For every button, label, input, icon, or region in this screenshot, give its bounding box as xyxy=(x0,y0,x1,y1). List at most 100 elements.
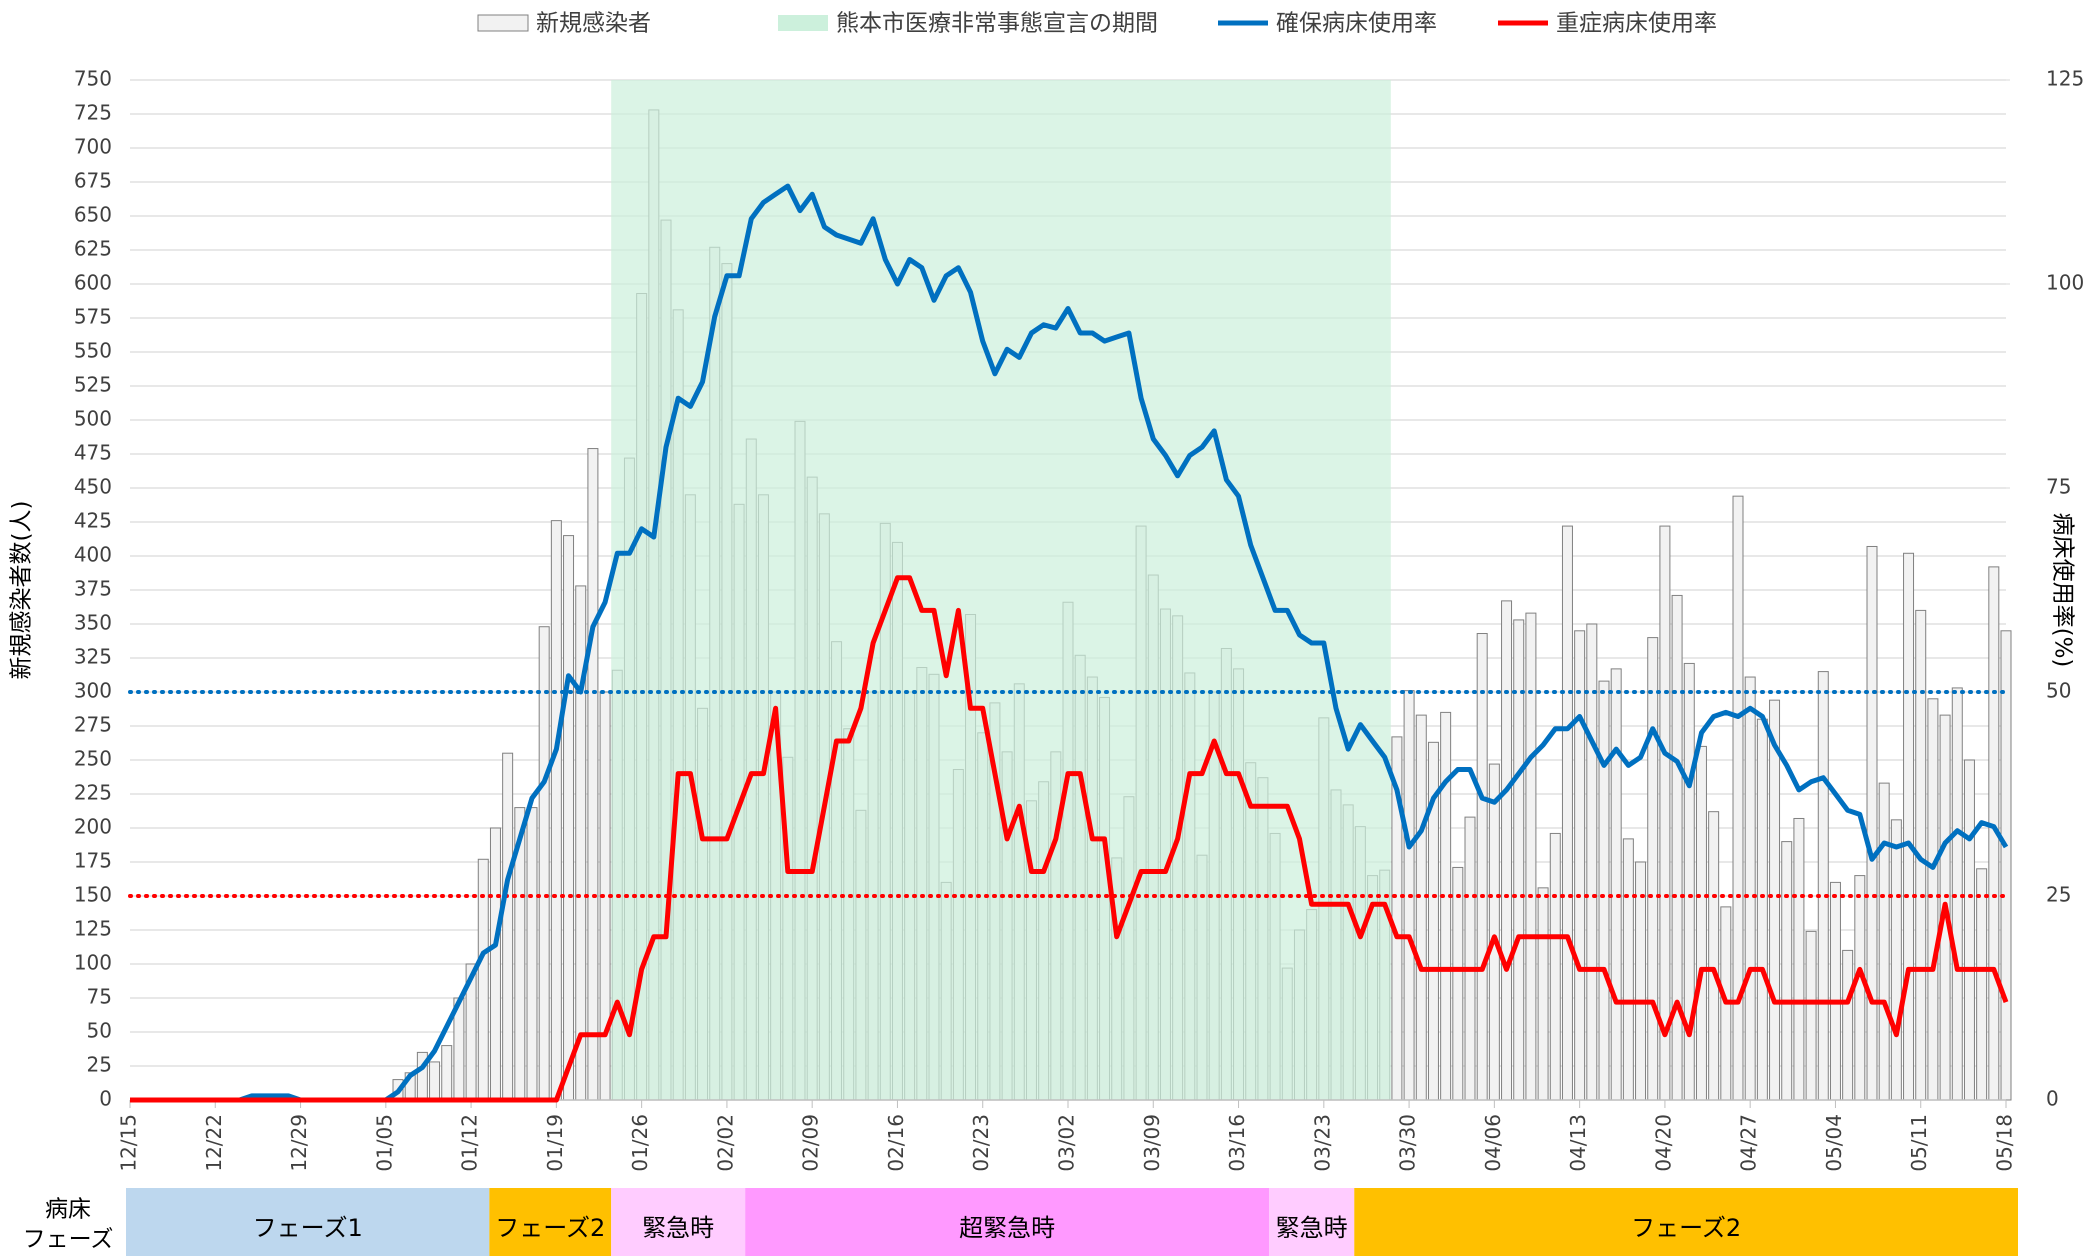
y2-tick-label: 0 xyxy=(2046,1087,2059,1111)
bar xyxy=(1756,718,1768,1101)
line-series xyxy=(130,575,2009,1103)
bar xyxy=(1866,545,1878,1101)
y-tick-label: 325 xyxy=(74,645,112,669)
y-tick-label: 475 xyxy=(74,441,112,465)
bar xyxy=(489,827,501,1101)
legend-label: 重症病床使用率 xyxy=(1556,11,1717,37)
bar xyxy=(1659,525,1671,1101)
x-tick-label: 05/04 xyxy=(1822,1114,1846,1172)
y-tick-label: 700 xyxy=(74,135,112,159)
y2-tick-label: 125 xyxy=(2046,67,2084,91)
x-tick-label: 03/16 xyxy=(1225,1114,1249,1172)
highlight-period xyxy=(611,80,1391,1100)
legend-swatch xyxy=(778,15,828,31)
y2-tick-label: 25 xyxy=(2046,883,2071,907)
line-series xyxy=(130,183,2009,1103)
bar xyxy=(1671,594,1683,1101)
phase-segment-label: フェーズ2 xyxy=(1631,1214,1741,1242)
x-tick-label: 01/19 xyxy=(543,1114,567,1172)
y2-tick-label: 75 xyxy=(2046,475,2071,499)
bar xyxy=(2000,630,2012,1101)
x-tick-label: 12/15 xyxy=(117,1114,141,1172)
x-tick-label: 03/23 xyxy=(1310,1114,1334,1172)
y-tick-label: 75 xyxy=(87,985,112,1009)
phase-segment-label: 緊急時 xyxy=(1276,1214,1348,1242)
legend-label: 確保病床使用率 xyxy=(1276,11,1437,37)
bar xyxy=(587,448,599,1101)
phase-segment xyxy=(489,1188,612,1256)
y-tick-label: 225 xyxy=(74,781,112,805)
bar xyxy=(502,752,514,1101)
x-tick-label: 03/02 xyxy=(1055,1114,1079,1172)
x-tick-label: 02/02 xyxy=(713,1114,737,1172)
bar xyxy=(1440,711,1452,1101)
bar xyxy=(550,520,562,1101)
x-tick-label: 01/26 xyxy=(628,1114,652,1172)
y-axis-label: 新規感染者数(人) xyxy=(9,501,35,680)
bar xyxy=(429,1061,441,1101)
y-tick-label: 500 xyxy=(74,407,112,431)
y-tick-label: 575 xyxy=(74,305,112,329)
bar xyxy=(441,1045,453,1101)
x-tick-label: 02/09 xyxy=(799,1114,823,1172)
x-tick-label: 04/13 xyxy=(1566,1114,1590,1172)
bar xyxy=(1781,841,1793,1101)
bar xyxy=(1878,782,1890,1101)
bar xyxy=(1829,881,1841,1101)
x-tick-label: 12/29 xyxy=(287,1114,311,1172)
bar xyxy=(1805,930,1817,1101)
y-tick-label: 650 xyxy=(74,203,112,227)
x-tick-label: 04/27 xyxy=(1737,1114,1761,1172)
y-tick-label: 375 xyxy=(74,577,112,601)
phase-segment xyxy=(745,1188,1269,1256)
phase-segment xyxy=(611,1188,746,1256)
bar xyxy=(1622,838,1634,1101)
x-tick-label: 01/05 xyxy=(372,1114,396,1172)
phase-segment-label: 緊急時 xyxy=(642,1214,714,1242)
y-tick-label: 550 xyxy=(74,339,112,363)
x-tick-label: 02/16 xyxy=(884,1114,908,1172)
x-tick-label: 12/22 xyxy=(202,1114,226,1172)
y2-tick-label: 50 xyxy=(2046,679,2071,703)
y-tick-label: 275 xyxy=(74,713,112,737)
bar xyxy=(1708,811,1720,1101)
bar xyxy=(1501,600,1513,1101)
legend-swatch xyxy=(477,14,529,32)
bar xyxy=(538,626,550,1101)
y-tick-label: 350 xyxy=(74,611,112,635)
bar xyxy=(1744,676,1756,1101)
x-tick-label: 05/18 xyxy=(1993,1114,2017,1172)
legend-label: 熊本市医療非常事態宣言の期間 xyxy=(836,11,1158,37)
bar xyxy=(1927,698,1939,1101)
bar xyxy=(1890,819,1902,1101)
y-tick-label: 425 xyxy=(74,509,112,533)
y2-tick-label: 100 xyxy=(2046,271,2084,295)
x-tick-label: 03/30 xyxy=(1396,1114,1420,1172)
bar xyxy=(1415,714,1427,1101)
bar xyxy=(1854,875,1866,1101)
y-tick-label: 175 xyxy=(74,849,112,873)
bar xyxy=(1732,495,1744,1101)
phase-segment-label: フェーズ1 xyxy=(253,1214,363,1242)
bar xyxy=(1647,637,1659,1101)
y-tick-label: 125 xyxy=(74,917,112,941)
x-tick-label: 04/20 xyxy=(1651,1114,1675,1172)
phase-label: 病床 xyxy=(45,1197,91,1223)
bar xyxy=(1903,552,1915,1101)
y-tick-label: 250 xyxy=(74,747,112,771)
y-tick-label: 450 xyxy=(74,475,112,499)
x-tick-label: 01/12 xyxy=(458,1114,482,1172)
x-tick-label: 05/11 xyxy=(1907,1114,1931,1172)
phase-segment-label: 超緊急時 xyxy=(959,1214,1055,1242)
y-tick-label: 400 xyxy=(74,543,112,567)
y-tick-label: 200 xyxy=(74,815,112,839)
phase-segment xyxy=(1269,1188,1355,1256)
bar xyxy=(1452,866,1464,1101)
bar xyxy=(526,807,538,1101)
bar xyxy=(1598,680,1610,1101)
phase-segment xyxy=(126,1188,490,1256)
bar xyxy=(1842,949,1854,1101)
y-tick-label: 150 xyxy=(74,883,112,907)
bar xyxy=(1817,671,1829,1101)
bar xyxy=(1695,745,1707,1101)
